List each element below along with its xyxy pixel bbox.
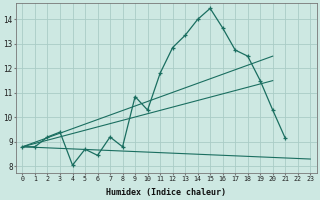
- X-axis label: Humidex (Indice chaleur): Humidex (Indice chaleur): [106, 188, 226, 197]
- Polygon shape: [22, 56, 310, 159]
